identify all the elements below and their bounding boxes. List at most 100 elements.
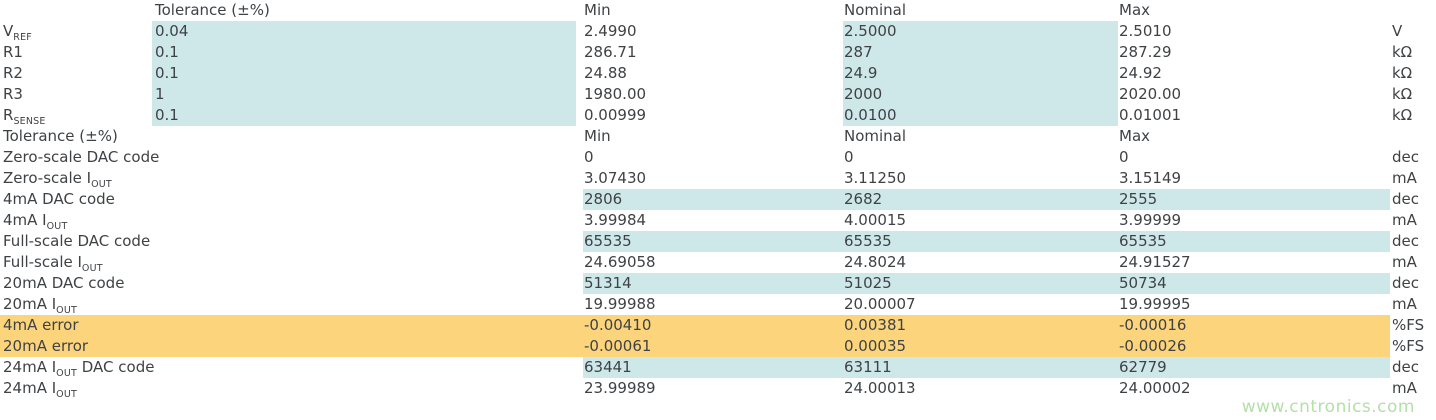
cell-nominal: 51025	[843, 273, 1118, 294]
cell-nominal: 20.00007	[844, 295, 916, 313]
section1-rows: VREF 0.04 2.4990 2.5000 2.5010 V R1 0.1 286.71 28…	[0, 21, 1436, 127]
row-label-text: 4mA error	[3, 316, 79, 334]
row-label-text: R	[3, 106, 14, 124]
cell-min: 2806	[583, 189, 843, 210]
cell-unit: kΩ	[1392, 85, 1413, 103]
cell-nominal: 287	[843, 42, 1118, 63]
row-label-text: Zero-scale I	[3, 169, 92, 187]
row-label-text: Full-scale DAC code	[3, 232, 151, 250]
cell-min: 24.69058	[584, 253, 656, 271]
row-label-text: R2	[3, 64, 23, 82]
header-tolerance: Tolerance (±%)	[155, 1, 270, 19]
row-label-subscript: REF	[13, 31, 32, 43]
row-label-text: Zero-scale DAC code	[3, 148, 160, 166]
table-row: Full-scale IOUT 24.69058 24.8024 24.91527 mA	[0, 252, 1436, 274]
cell-max: 2.5010	[1119, 22, 1172, 40]
header-nominal: Nominal	[844, 127, 907, 145]
cell-unit: mA	[1392, 169, 1417, 187]
cell-min: 1980.00	[584, 85, 647, 103]
tolerance-analysis-table: Tolerance (±%) Min Nominal Max VREF 0.04 2…	[0, 1, 1436, 400]
row-label: R3	[0, 84, 152, 105]
table-row: 20mA error -0.00061 0.00035 -0.00026 %FS	[0, 336, 1436, 357]
table-row: R3 1 1980.00 2000 2020.00 kΩ	[0, 84, 1436, 105]
row-label-text: 20mA I	[3, 295, 57, 313]
row-label-text: Full-scale I	[3, 253, 82, 271]
cell-unit: mA	[1392, 379, 1417, 397]
row-label: 20mA IOUT	[0, 294, 583, 316]
row-label-text: DAC code	[77, 358, 155, 376]
cell-unit: kΩ	[1392, 43, 1413, 61]
cell-nominal: 24.8024	[844, 253, 907, 271]
row-label: RSENSE	[0, 105, 152, 127]
cell-min: 51314	[583, 273, 843, 294]
cell-max: 24.00002	[1119, 379, 1191, 397]
section2-rows: Zero-scale DAC code 0 0 0 dec Zero-scale IOUT…	[0, 147, 1436, 400]
cell-max: 24.91527	[1119, 253, 1191, 271]
row-label-text: 4mA I	[3, 211, 47, 229]
section2-header-row: Tolerance (±%) Min Nominal Max	[0, 126, 1436, 147]
table-row: Full-scale DAC code 65535 65535 65535 dec	[0, 231, 1436, 252]
cell-nominal: 2.5000	[843, 21, 1118, 42]
table-row: 24mA IOUT DAC code 63441 63111 62779 dec	[0, 357, 1436, 379]
cell-min: 0.00999	[584, 106, 647, 124]
row-label: Full-scale IOUT	[0, 252, 583, 274]
cell-max: 2020.00	[1119, 85, 1182, 103]
cell-tolerance: 0.04	[152, 21, 583, 42]
table-row: 4mA error -0.00410 0.00381 -0.00016 %FS	[0, 315, 1436, 336]
row-label: 4mA DAC code	[0, 189, 583, 210]
row-label: 24mA IOUT DAC code	[0, 357, 583, 379]
row-label-text: 20mA error	[3, 337, 89, 355]
cell-min: 65535	[583, 231, 843, 252]
cell-nominal: 2000	[843, 84, 1118, 105]
header-nominal: Nominal	[844, 1, 907, 19]
header-max: Max	[1119, 1, 1151, 19]
cell-min: 24.88	[584, 64, 627, 82]
table-row: 24mA IOUT 23.99989 24.00013 24.00002 mA	[0, 378, 1436, 400]
cell-max: 2555	[1118, 189, 1390, 210]
cell-min: -0.00061	[583, 336, 843, 357]
row-label-text: V	[3, 22, 14, 40]
cell-nominal: 3.11250	[844, 169, 907, 187]
row-label: 4mA error	[0, 315, 583, 336]
cell-min: 19.99988	[584, 295, 656, 313]
row-label: 20mA DAC code	[0, 273, 583, 294]
cell-max: 24.92	[1119, 64, 1162, 82]
row-label: 4mA IOUT	[0, 210, 583, 232]
cell-max: 0	[1119, 148, 1129, 166]
cell-nominal: 0.0100	[843, 105, 1118, 126]
cell-max: 19.99995	[1119, 295, 1191, 313]
cell-unit: dec	[1392, 148, 1419, 166]
cell-unit: %FS	[1392, 316, 1425, 334]
cell-nominal: 0	[844, 148, 854, 166]
cell-nominal: 65535	[843, 231, 1118, 252]
table-row: Zero-scale DAC code 0 0 0 dec	[0, 147, 1436, 168]
row-label-subscript: OUT	[56, 304, 77, 316]
cell-max: 0.01001	[1119, 106, 1182, 124]
cell-unit: V	[1392, 22, 1403, 40]
cell-nominal: 0.00381	[843, 315, 1118, 336]
row-label-text: R1	[3, 43, 23, 61]
cell-nominal: 4.00015	[844, 211, 907, 229]
cell-tolerance: 0.1	[152, 105, 583, 126]
row-label-text: 24mA I	[3, 358, 57, 376]
cell-unit: dec	[1392, 190, 1419, 208]
cell-max: -0.00016	[1118, 315, 1390, 336]
row-label-text: R3	[3, 85, 23, 103]
row-label: 20mA error	[0, 336, 583, 357]
row-label: Zero-scale DAC code	[0, 147, 583, 168]
row-label: Full-scale DAC code	[0, 231, 583, 252]
cell-nominal: 0.00035	[843, 336, 1118, 357]
cell-min: 23.99989	[584, 379, 656, 397]
cell-max: 3.99999	[1119, 211, 1182, 229]
cell-max: 62779	[1118, 357, 1390, 378]
table-row: 4mA IOUT 3.99984 4.00015 3.99999 mA	[0, 210, 1436, 232]
row-label-subscript: OUT	[91, 178, 112, 190]
row-label: R2	[0, 63, 152, 84]
cell-unit: dec	[1392, 358, 1419, 376]
cell-min: 0	[584, 148, 594, 166]
cell-nominal: 2682	[843, 189, 1118, 210]
row-label: R1	[0, 42, 152, 63]
table-row: Zero-scale IOUT 3.07430 3.11250 3.15149 mA	[0, 168, 1436, 190]
row-label-text: 20mA DAC code	[3, 274, 125, 292]
table-row: 20mA IOUT 19.99988 20.00007 19.99995 mA	[0, 294, 1436, 316]
